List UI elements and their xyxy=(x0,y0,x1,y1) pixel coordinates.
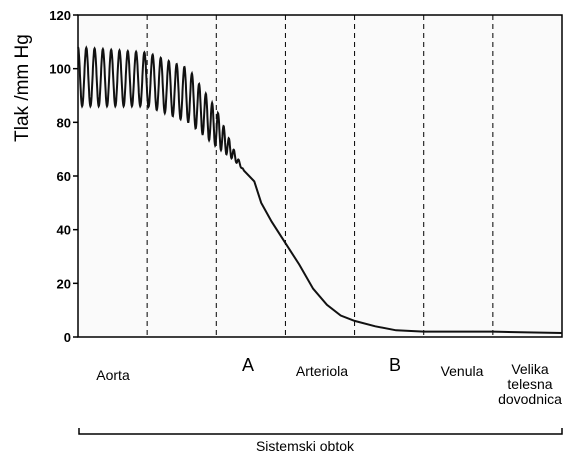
y-tick-label: 100 xyxy=(49,62,71,77)
y-tick-label: 40 xyxy=(57,223,71,238)
segment-label-arteriola: Arteriola xyxy=(295,363,349,379)
y-tick-label: 60 xyxy=(57,169,71,184)
segment-label-aorta: Aorta xyxy=(96,367,130,383)
y-tick-label: 0 xyxy=(64,330,71,345)
segment-label-b: B xyxy=(388,355,401,375)
y-tick-label: 20 xyxy=(57,276,71,291)
y-axis-label: Tlak /mm Hg xyxy=(12,34,33,142)
segment-label-velika-telesna-dovodnica: Velika telesna dovodnica xyxy=(498,361,562,407)
systemic-circulation-bracket xyxy=(78,428,563,435)
x-axis-label: Sistemski obtok xyxy=(255,438,355,454)
y-ticks: 0 20 40 60 80 100 120 xyxy=(49,8,78,345)
pressure-curve xyxy=(77,45,563,334)
y-tick-label: 120 xyxy=(49,8,71,23)
segment-label-venula: Venula xyxy=(440,363,484,379)
y-tick-label: 80 xyxy=(57,115,71,130)
segment-label-a: A xyxy=(241,355,254,375)
